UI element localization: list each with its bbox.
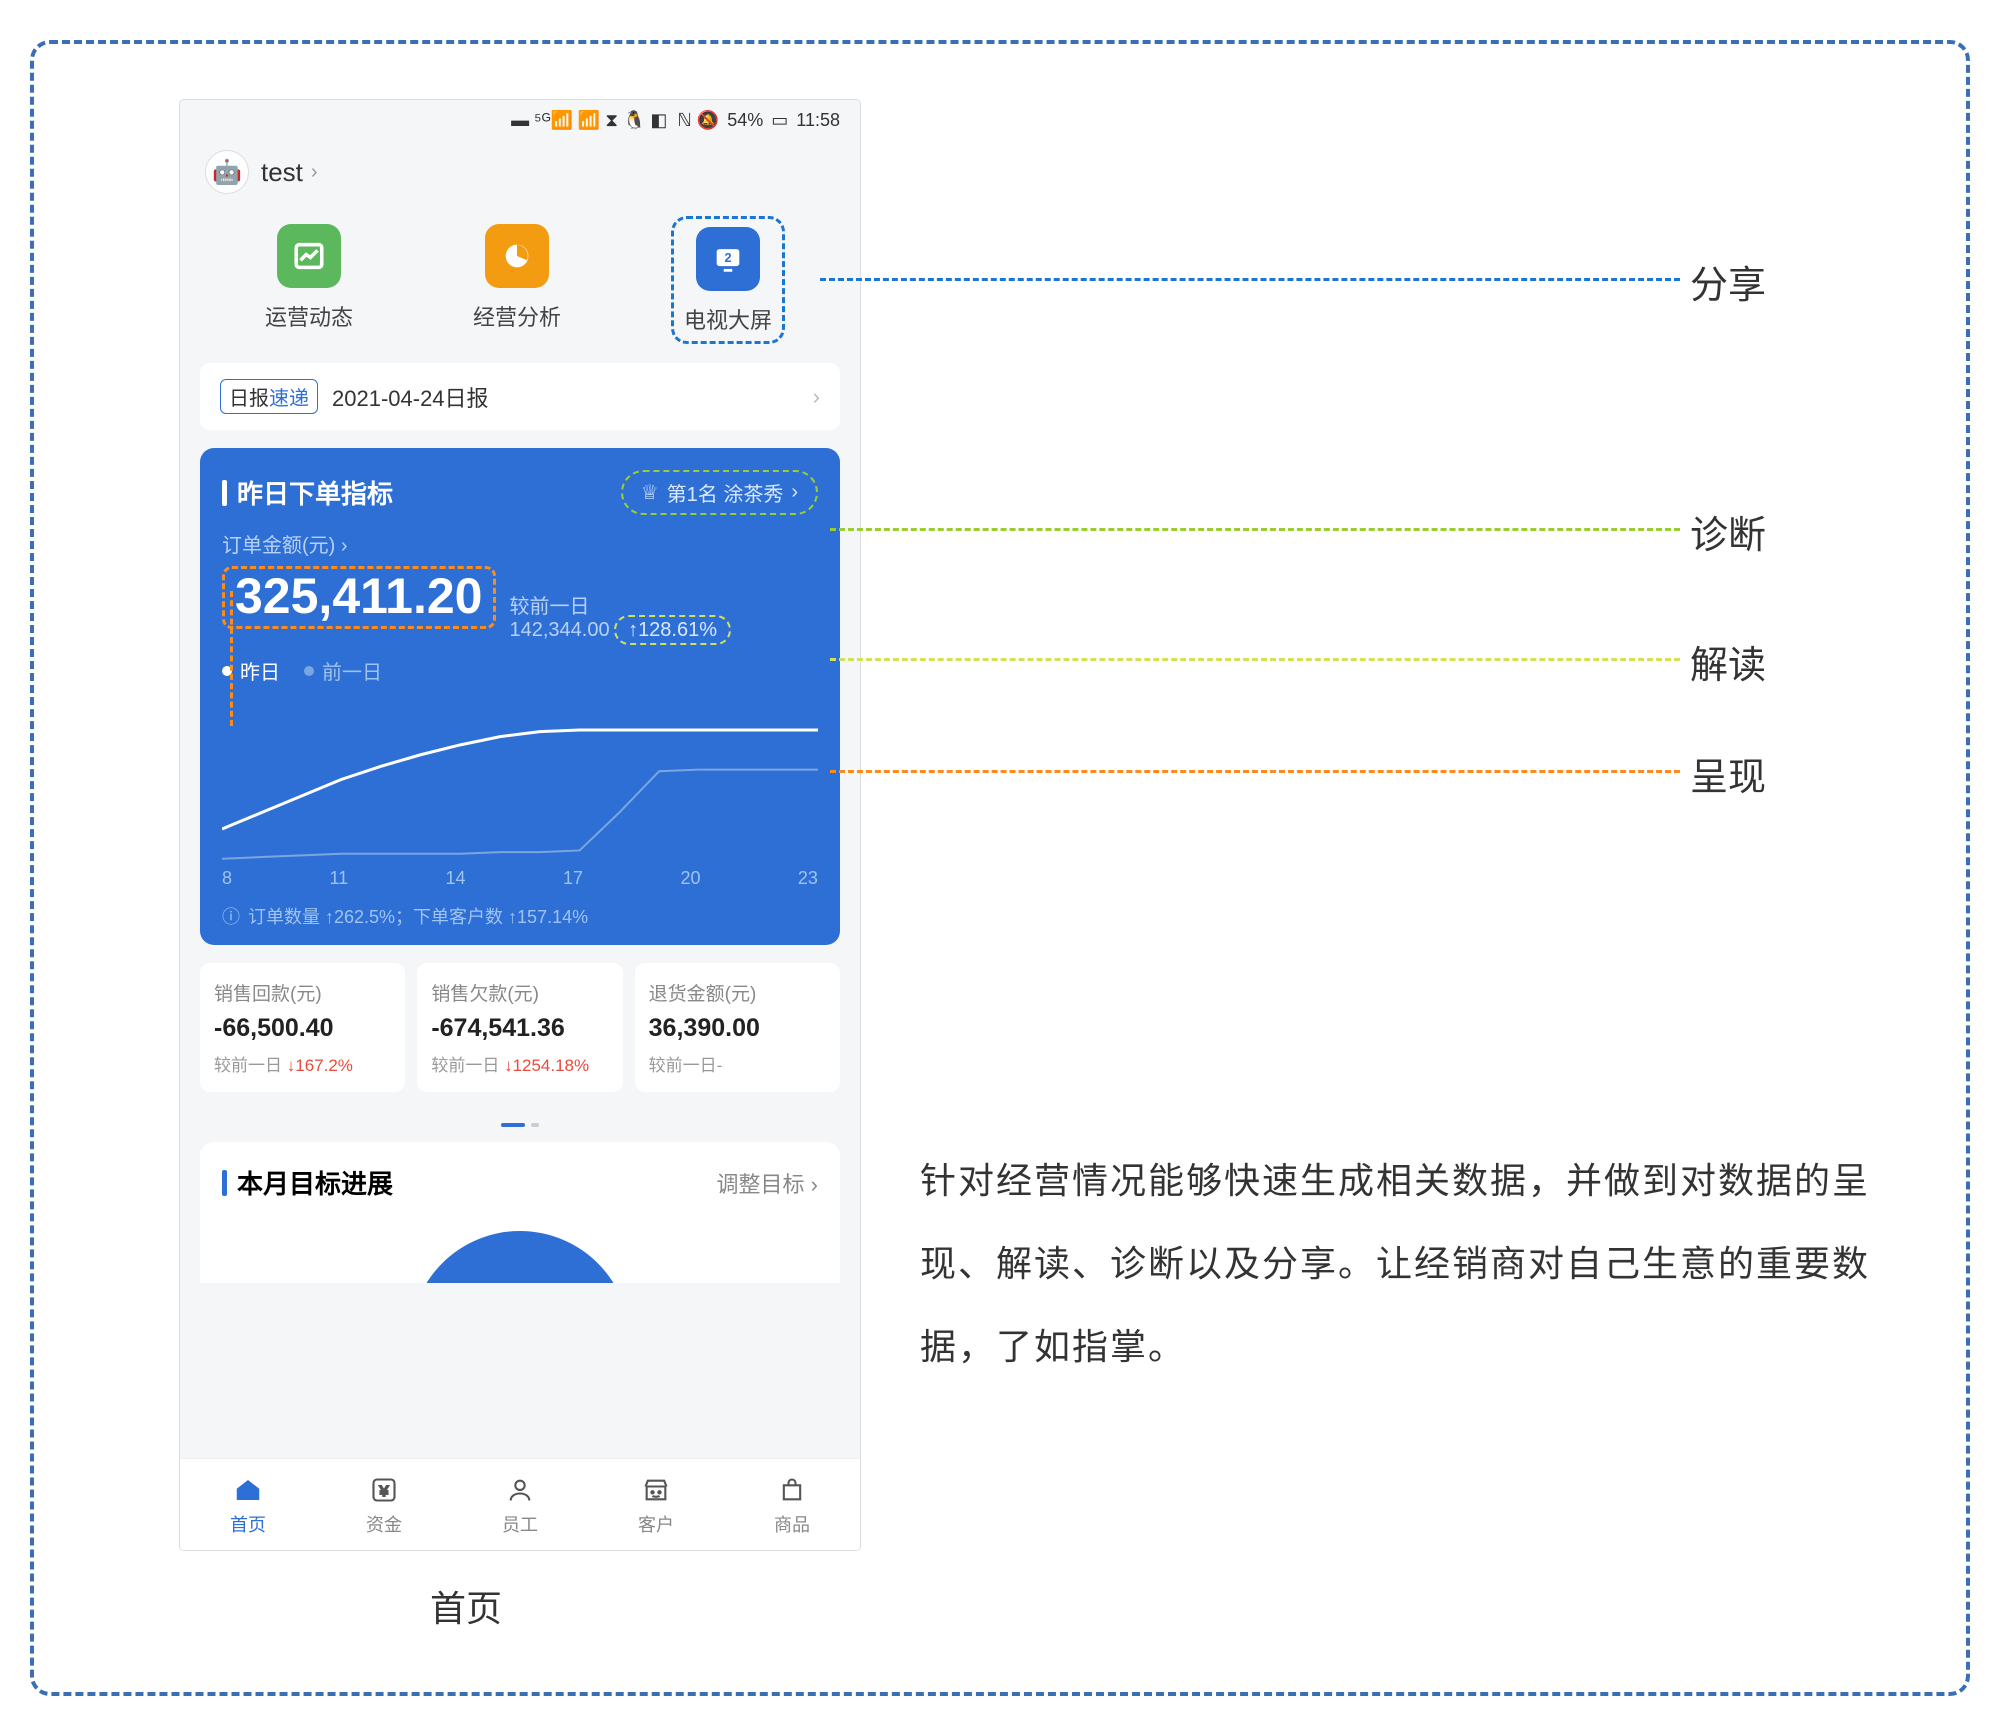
shortcut-analysis[interactable]: 经营分析 [473, 224, 561, 338]
store-icon [639, 1473, 673, 1507]
callout-label-present: 呈现 [1690, 746, 1766, 801]
battery-icon: ▭ [771, 110, 788, 131]
pct-change: ↑128.61% [614, 615, 731, 645]
yen-icon: ¥ [367, 1473, 401, 1507]
status-icons: ▬ ⁵ᴳ📶 📶 ⧗ 🐧 ◧ ℕ 🔕 [511, 110, 719, 131]
adjust-goal-link[interactable]: 调整目标 › [717, 1167, 818, 1199]
chart-line-icon [277, 224, 341, 288]
card-footer-stats: ⓘ 订单数量 ↑262.5%；下单客户数 ↑157.14% [222, 903, 818, 929]
phone-frame: ▬ ⁵ᴳ📶 📶 ⧗ 🐧 ◧ ℕ 🔕 54% ▭ 11:58 🤖 test › 运… [180, 100, 860, 1550]
compare-value: 142,344.00 [510, 619, 610, 641]
battery-text: 54% [727, 110, 763, 131]
home-icon [231, 1473, 265, 1507]
shortcut-label: 电视大屏 [684, 303, 772, 335]
clock: 11:58 [796, 110, 840, 131]
feature-description: 针对经营情况能够快速生成相关数据，并做到对数据的呈现、解读、诊断以及分享。让经销… [920, 1140, 1920, 1388]
yesterday-order-card: 昨日下单指标 ♕ 第1名 涂茶秀 › 订单金额(元) › 325,411.20 … [200, 448, 840, 945]
svg-text:2: 2 [724, 250, 731, 265]
pager [180, 1092, 860, 1142]
goal-title: 本月目标进展 [222, 1164, 393, 1201]
shortcuts-row: 运营动态 经营分析 2 电视大屏 [180, 214, 860, 363]
report-badge: 日报速递 [220, 379, 318, 414]
line-chart [222, 697, 818, 862]
person-icon [503, 1473, 537, 1507]
rank-pill[interactable]: ♕ 第1名 涂茶秀 › [621, 470, 818, 515]
tab-funds[interactable]: ¥ 资金 [316, 1459, 452, 1550]
tab-customer[interactable]: 客户 [588, 1459, 724, 1550]
avatar[interactable]: 🤖 [205, 150, 249, 194]
bottom-tabbar: 首页 ¥ 资金 员工 客户 商品 [180, 1458, 860, 1550]
stat-debt[interactable]: 销售欠款(元) -674,541.36 较前一日 ↓1254.18% [417, 963, 622, 1092]
report-date: 2021-04-24日报 [332, 381, 799, 413]
crown-icon: ♕ [641, 480, 659, 505]
chart-legend: 昨日 前一日 [222, 656, 818, 685]
status-bar: ▬ ⁵ᴳ📶 📶 ⧗ 🐧 ◧ ℕ 🔕 54% ▭ 11:58 [180, 100, 860, 140]
order-amount: 325,411.20 [222, 566, 496, 629]
monthly-goal-card[interactable]: 本月目标进展 调整目标 › [200, 1142, 840, 1223]
callout-label-diagnose: 诊断 [1690, 504, 1766, 559]
stat-return[interactable]: 退货金额(元) 36,390.00 较前一日- [635, 963, 840, 1092]
card-title: 昨日下单指标 [222, 474, 393, 511]
stats-row: 销售回款(元) -66,500.40 较前一日 ↓167.2% 销售欠款(元) … [200, 963, 840, 1092]
app-header[interactable]: 🤖 test › [180, 140, 860, 214]
shortcut-tv-screen[interactable]: 2 电视大屏 [671, 216, 785, 344]
page-caption: 首页 [430, 1580, 502, 1632]
info-icon: ⓘ [222, 903, 240, 929]
bag-icon [775, 1473, 809, 1507]
goal-arc [200, 1223, 840, 1283]
callout-label-interpret: 解读 [1690, 634, 1766, 689]
chevron-right-icon: › [311, 161, 318, 184]
tab-home[interactable]: 首页 [180, 1459, 316, 1550]
metric-sublabel[interactable]: 订单金额(元) › [222, 529, 818, 558]
svg-text:¥: ¥ [379, 1482, 389, 1499]
callout-line-diagnose [830, 528, 1680, 531]
pie-chart-icon [485, 224, 549, 288]
x-axis: 811 1417 2023 [222, 868, 818, 889]
callout-line-interpret [830, 658, 1680, 661]
workspace-title: test [261, 157, 303, 188]
daily-report-bar[interactable]: 日报速递 2021-04-24日报 › [200, 363, 840, 430]
tab-staff[interactable]: 员工 [452, 1459, 588, 1550]
callout-line-present [830, 770, 1680, 773]
chevron-right-icon: › [791, 481, 798, 504]
shortcut-label: 经营分析 [473, 300, 561, 332]
stat-receivable[interactable]: 销售回款(元) -66,500.40 较前一日 ↓167.2% [200, 963, 405, 1092]
callout-label-share: 分享 [1690, 254, 1766, 309]
chevron-right-icon: › [813, 384, 820, 410]
shortcut-label: 运营动态 [265, 300, 353, 332]
tab-product[interactable]: 商品 [724, 1459, 860, 1550]
shortcut-operations[interactable]: 运营动态 [265, 224, 353, 338]
tv-icon: 2 [696, 227, 760, 291]
callout-line-share [820, 278, 1680, 281]
